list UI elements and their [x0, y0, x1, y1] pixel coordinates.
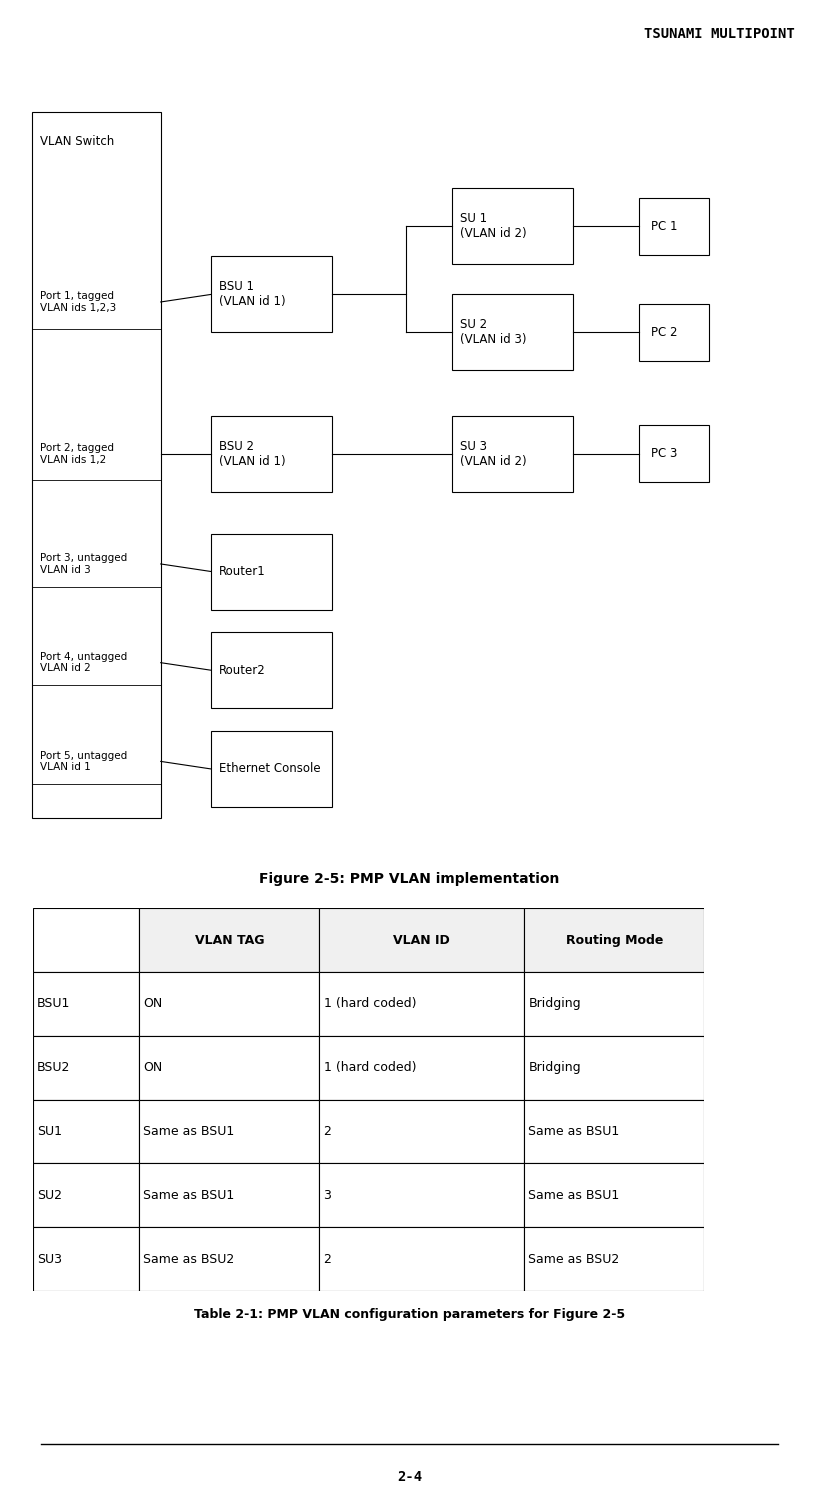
Text: Port 4, untagged
VLAN id 2: Port 4, untagged VLAN id 2: [40, 652, 128, 673]
Bar: [139, 908, 319, 972]
Bar: [524, 1163, 704, 1227]
Bar: [33, 1099, 139, 1163]
Bar: [524, 1227, 704, 1291]
FancyBboxPatch shape: [452, 415, 573, 491]
Text: SU 2
(VLAN id 3): SU 2 (VLAN id 3): [460, 319, 527, 347]
Text: Port 2, tagged
VLAN ids 1,2: Port 2, tagged VLAN ids 1,2: [40, 444, 114, 465]
Bar: [524, 1099, 704, 1163]
Text: PC 1: PC 1: [651, 219, 677, 232]
FancyBboxPatch shape: [32, 112, 161, 819]
Text: PC 2: PC 2: [651, 326, 677, 339]
FancyBboxPatch shape: [211, 633, 332, 709]
Bar: [319, 1227, 524, 1291]
Text: SU3: SU3: [37, 1252, 62, 1266]
Text: Same as BSU1: Same as BSU1: [143, 1126, 234, 1138]
Text: Table 2-1: PMP VLAN configuration parameters for Figure 2-5: Table 2-1: PMP VLAN configuration parame…: [194, 1309, 625, 1321]
Bar: [524, 972, 704, 1036]
Text: PC 3: PC 3: [651, 447, 677, 460]
Bar: [319, 908, 524, 972]
FancyBboxPatch shape: [211, 256, 332, 332]
Text: BSU 1
(VLAN id 1): BSU 1 (VLAN id 1): [219, 280, 286, 308]
Text: BSU1: BSU1: [37, 998, 70, 1011]
Bar: [33, 972, 139, 1036]
Text: Port 1, tagged
VLAN ids 1,2,3: Port 1, tagged VLAN ids 1,2,3: [40, 292, 116, 313]
Text: Same as BSU2: Same as BSU2: [528, 1252, 619, 1266]
FancyBboxPatch shape: [452, 188, 573, 264]
Text: Port 3, untagged
VLAN id 3: Port 3, untagged VLAN id 3: [40, 552, 128, 575]
FancyBboxPatch shape: [640, 426, 709, 482]
Text: BSU 2
(VLAN id 1): BSU 2 (VLAN id 1): [219, 439, 286, 468]
Bar: [33, 908, 139, 972]
Text: Bridging: Bridging: [528, 1062, 581, 1074]
Text: ON: ON: [143, 998, 163, 1011]
Text: 1 (hard coded): 1 (hard coded): [324, 998, 416, 1011]
FancyBboxPatch shape: [211, 731, 332, 807]
FancyBboxPatch shape: [452, 295, 573, 371]
Text: Port 5, untagged
VLAN id 1: Port 5, untagged VLAN id 1: [40, 750, 128, 773]
Text: Ethernet Console: Ethernet Console: [219, 762, 321, 776]
Bar: [524, 908, 704, 972]
Bar: [319, 972, 524, 1036]
Text: 2-4: 2-4: [397, 1470, 422, 1485]
Text: BSU2: BSU2: [37, 1062, 70, 1074]
Bar: [139, 1227, 319, 1291]
Bar: [33, 1036, 139, 1099]
Text: 3: 3: [324, 1188, 332, 1202]
Text: Router2: Router2: [219, 664, 266, 677]
Bar: [319, 1099, 524, 1163]
Text: Same as BSU1: Same as BSU1: [528, 1188, 619, 1202]
Text: SU1: SU1: [37, 1126, 62, 1138]
Text: VLAN Switch: VLAN Switch: [40, 135, 115, 147]
Bar: [319, 1036, 524, 1099]
FancyBboxPatch shape: [640, 198, 709, 255]
Text: 2: 2: [324, 1126, 332, 1138]
Text: VLAN TAG: VLAN TAG: [195, 934, 264, 947]
FancyBboxPatch shape: [211, 533, 332, 609]
Text: Bridging: Bridging: [528, 998, 581, 1011]
Bar: [33, 1227, 139, 1291]
Bar: [139, 1099, 319, 1163]
Text: Routing Mode: Routing Mode: [566, 934, 663, 947]
FancyBboxPatch shape: [211, 415, 332, 491]
FancyBboxPatch shape: [640, 304, 709, 360]
Text: Figure 2-5: PMP VLAN implementation: Figure 2-5: PMP VLAN implementation: [260, 871, 559, 886]
Text: 1 (hard coded): 1 (hard coded): [324, 1062, 416, 1074]
Text: SU 3
(VLAN id 2): SU 3 (VLAN id 2): [460, 439, 527, 468]
Text: 2: 2: [324, 1252, 332, 1266]
Bar: [33, 1163, 139, 1227]
Bar: [139, 972, 319, 1036]
Text: SU2: SU2: [37, 1188, 62, 1202]
Text: Same as BSU2: Same as BSU2: [143, 1252, 234, 1266]
Text: Router1: Router1: [219, 564, 266, 578]
Text: SU 1
(VLAN id 2): SU 1 (VLAN id 2): [460, 211, 527, 240]
Text: VLAN ID: VLAN ID: [393, 934, 450, 947]
Text: ON: ON: [143, 1062, 163, 1074]
Bar: [139, 1163, 319, 1227]
Bar: [139, 1036, 319, 1099]
Text: TSUNAMI MULTIPOINT: TSUNAMI MULTIPOINT: [644, 27, 794, 40]
Text: Same as BSU1: Same as BSU1: [143, 1188, 234, 1202]
Bar: [524, 1036, 704, 1099]
Bar: [319, 1163, 524, 1227]
Text: Same as BSU1: Same as BSU1: [528, 1126, 619, 1138]
